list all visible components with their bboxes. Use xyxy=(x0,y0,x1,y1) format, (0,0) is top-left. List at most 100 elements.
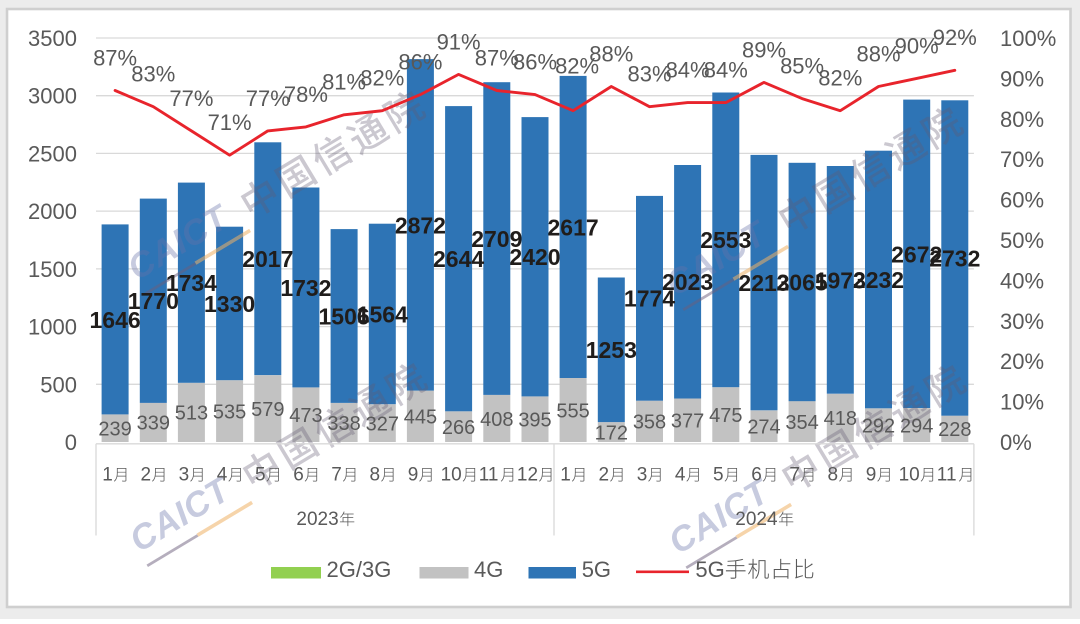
svg-text:11: 11 xyxy=(937,464,957,485)
svg-text:2065: 2065 xyxy=(777,269,828,295)
svg-text:11: 11 xyxy=(479,464,499,485)
svg-text:1506: 1506 xyxy=(319,304,370,330)
svg-text:20%: 20% xyxy=(1000,349,1044,374)
svg-text:86%: 86% xyxy=(398,50,442,75)
svg-text:2617: 2617 xyxy=(548,214,599,240)
svg-text:473: 473 xyxy=(289,405,322,427)
svg-text:89%: 89% xyxy=(742,37,786,62)
svg-text:2732: 2732 xyxy=(929,245,980,271)
svg-text:9: 9 xyxy=(866,464,877,485)
svg-text:3: 3 xyxy=(179,464,190,485)
svg-text:445: 445 xyxy=(404,407,437,429)
svg-text:71%: 71% xyxy=(208,110,252,135)
svg-text:2023: 2023 xyxy=(662,269,713,295)
svg-text:339: 339 xyxy=(137,413,170,435)
svg-text:4: 4 xyxy=(217,464,228,485)
svg-text:8: 8 xyxy=(828,464,839,485)
svg-text:1: 1 xyxy=(102,464,113,485)
svg-text:83%: 83% xyxy=(131,62,175,87)
svg-text:84%: 84% xyxy=(704,58,748,83)
svg-text:0: 0 xyxy=(65,430,77,455)
svg-text:292: 292 xyxy=(862,415,895,437)
svg-text:418: 418 xyxy=(824,408,857,430)
svg-text:81%: 81% xyxy=(322,70,366,95)
svg-text:87%: 87% xyxy=(93,45,137,70)
svg-text:2024: 2024 xyxy=(735,509,778,530)
svg-text:88%: 88% xyxy=(589,41,633,66)
svg-text:10: 10 xyxy=(441,464,462,485)
svg-text:77%: 77% xyxy=(246,86,290,111)
svg-text:377: 377 xyxy=(671,411,704,433)
svg-text:30%: 30% xyxy=(1000,309,1044,334)
svg-text:1774: 1774 xyxy=(624,286,675,312)
svg-text:500: 500 xyxy=(40,372,77,397)
svg-text:80%: 80% xyxy=(1000,107,1044,132)
svg-text:172: 172 xyxy=(595,422,628,444)
svg-text:2709: 2709 xyxy=(471,226,522,252)
svg-text:408: 408 xyxy=(480,409,513,431)
svg-text:84%: 84% xyxy=(666,58,710,83)
svg-text:9: 9 xyxy=(408,464,419,485)
svg-text:90%: 90% xyxy=(1000,66,1044,91)
svg-text:85%: 85% xyxy=(780,54,824,79)
svg-text:1253: 1253 xyxy=(586,337,637,363)
svg-text:77%: 77% xyxy=(169,86,213,111)
svg-text:555: 555 xyxy=(556,400,589,422)
svg-text:88%: 88% xyxy=(856,41,900,66)
svg-text:1000: 1000 xyxy=(28,315,77,340)
svg-text:338: 338 xyxy=(327,413,360,435)
svg-text:5G: 5G xyxy=(582,557,611,582)
svg-text:6: 6 xyxy=(293,464,304,485)
svg-text:8: 8 xyxy=(370,464,381,485)
svg-text:91%: 91% xyxy=(437,29,481,54)
svg-text:1500: 1500 xyxy=(28,257,77,282)
svg-text:2872: 2872 xyxy=(395,212,446,238)
svg-text:3000: 3000 xyxy=(28,84,77,109)
svg-text:358: 358 xyxy=(633,412,666,434)
svg-text:2644: 2644 xyxy=(433,246,484,272)
svg-text:475: 475 xyxy=(709,405,742,427)
svg-text:1734: 1734 xyxy=(166,270,217,296)
svg-text:4: 4 xyxy=(675,464,686,485)
svg-text:535: 535 xyxy=(213,401,246,423)
svg-text:327: 327 xyxy=(366,413,399,435)
svg-text:3500: 3500 xyxy=(28,26,77,51)
svg-text:266: 266 xyxy=(442,417,475,439)
svg-text:1973: 1973 xyxy=(815,267,866,293)
svg-text:2G/3G: 2G/3G xyxy=(327,557,392,582)
svg-text:3: 3 xyxy=(637,464,648,485)
svg-text:239: 239 xyxy=(98,419,131,441)
svg-text:92%: 92% xyxy=(933,25,977,50)
svg-text:2017: 2017 xyxy=(242,246,293,272)
svg-text:2672: 2672 xyxy=(891,241,942,267)
svg-text:10%: 10% xyxy=(1000,390,1044,415)
svg-text:2232: 2232 xyxy=(853,267,904,293)
svg-text:274: 274 xyxy=(747,417,780,439)
svg-text:6: 6 xyxy=(751,464,762,485)
svg-text:5: 5 xyxy=(255,464,266,485)
svg-text:40%: 40% xyxy=(1000,268,1044,293)
svg-text:82%: 82% xyxy=(818,66,862,91)
svg-text:513: 513 xyxy=(175,403,208,425)
svg-text:2: 2 xyxy=(599,464,610,485)
svg-text:2500: 2500 xyxy=(28,141,77,166)
svg-text:100%: 100% xyxy=(1000,26,1056,51)
svg-text:50%: 50% xyxy=(1000,228,1044,253)
svg-text:579: 579 xyxy=(251,399,284,421)
svg-text:294: 294 xyxy=(900,415,933,437)
svg-text:2000: 2000 xyxy=(28,199,77,224)
svg-text:1330: 1330 xyxy=(204,291,255,317)
svg-text:2: 2 xyxy=(141,464,152,485)
svg-text:5: 5 xyxy=(713,464,724,485)
svg-text:2553: 2553 xyxy=(700,227,751,253)
svg-text:1564: 1564 xyxy=(357,301,408,327)
svg-text:82%: 82% xyxy=(360,66,404,91)
svg-text:86%: 86% xyxy=(513,50,557,75)
svg-text:2023: 2023 xyxy=(296,509,338,530)
svg-text:90%: 90% xyxy=(895,33,939,58)
svg-text:60%: 60% xyxy=(1000,188,1044,213)
svg-text:1: 1 xyxy=(560,464,571,485)
svg-text:7: 7 xyxy=(789,464,800,485)
svg-text:78%: 78% xyxy=(284,82,328,107)
svg-text:10: 10 xyxy=(899,464,920,485)
